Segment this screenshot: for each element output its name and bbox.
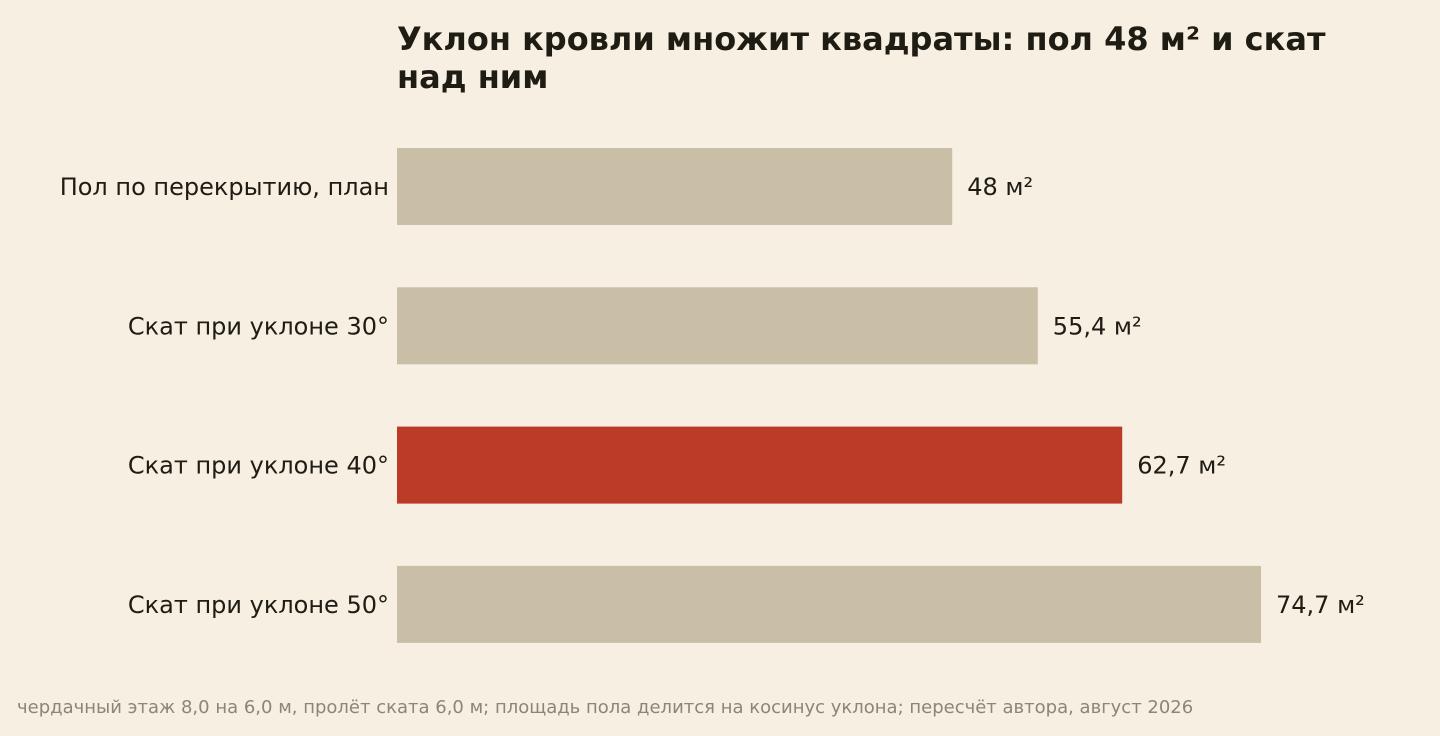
value-label-0: 48 м²: [967, 173, 1033, 201]
value-label-2: 62,7 м²: [1137, 452, 1226, 480]
category-label-2: Скат при уклоне 40°: [128, 452, 389, 480]
chart-title: Уклон кровли множит квадраты: пол 48 м² …: [397, 20, 1326, 96]
category-label-1: Скат при уклоне 30°: [128, 312, 389, 340]
category-label-3: Скат при уклоне 50°: [128, 591, 389, 619]
bar-2: [397, 426, 1123, 504]
bar-3: [397, 565, 1261, 643]
bar-1: [397, 287, 1038, 365]
category-label-0: Пол по перекрытию, план: [60, 173, 389, 201]
chart-footnote: чердачный этаж 8,0 на 6,0 м, пролёт скат…: [17, 697, 1194, 718]
value-label-1: 55,4 м²: [1053, 312, 1142, 340]
bar-0: [397, 148, 953, 225]
value-label-3: 74,7 м²: [1276, 591, 1365, 619]
